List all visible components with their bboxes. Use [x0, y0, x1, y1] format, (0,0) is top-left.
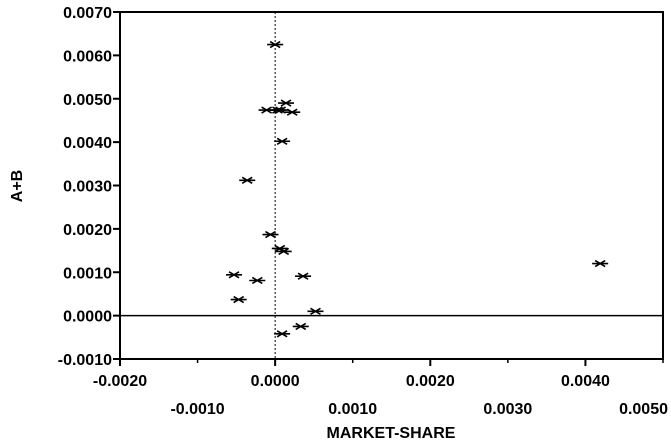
data-point	[275, 247, 292, 256]
y-tick-label: 0.0020	[63, 222, 112, 239]
data-point	[249, 276, 266, 285]
x-minor-tick-label: -0.0010	[170, 401, 224, 418]
y-tick-label: 0.0060	[63, 48, 112, 65]
y-tick-label: 0.0010	[63, 265, 112, 282]
data-point	[284, 108, 301, 116]
x-minor-tick-label: 0.0010	[328, 401, 377, 418]
x-axis: -0.0020 0.0000 0.0020 0.0040 -0.0010 0.0010 0.…	[93, 359, 668, 418]
data-point	[292, 322, 309, 331]
x-tick-label: -0.0020	[93, 373, 147, 390]
y-tick-label: 0.0030	[63, 179, 112, 196]
plot-frame	[119, 11, 664, 360]
x-tick-label: 0.0040	[561, 373, 610, 390]
data-points	[226, 40, 609, 338]
data-point	[262, 230, 279, 239]
y-tick-label: 0.0040	[63, 135, 112, 152]
data-point	[272, 106, 289, 114]
y-axis-title: A+B	[9, 170, 26, 202]
data-point	[592, 259, 609, 268]
x-axis-title: MARKET-SHARE	[327, 425, 456, 442]
x-tick-label: 0.0020	[406, 373, 455, 390]
data-point	[267, 40, 284, 49]
data-point	[239, 176, 256, 184]
data-point	[230, 295, 247, 304]
data-point	[295, 272, 312, 280]
y-tick-label: 0.0000	[63, 309, 112, 326]
x-minor-tick-label: 0.0050	[619, 401, 668, 418]
data-point	[226, 271, 243, 279]
data-point	[278, 99, 295, 107]
y-tick-label: -0.0010	[58, 352, 112, 369]
y-axis: -0.0010 0.0000 0.0010 0.0020 0.0030 0.0040 0.0…	[58, 5, 120, 369]
data-point	[307, 307, 324, 315]
data-point	[274, 137, 291, 145]
x-minor-tick-label: 0.0030	[483, 401, 532, 418]
y-tick-label: 0.0070	[63, 5, 112, 22]
x-tick-label: 0.0000	[251, 373, 300, 390]
data-point	[274, 330, 291, 338]
y-tick-label: 0.0050	[63, 92, 112, 109]
